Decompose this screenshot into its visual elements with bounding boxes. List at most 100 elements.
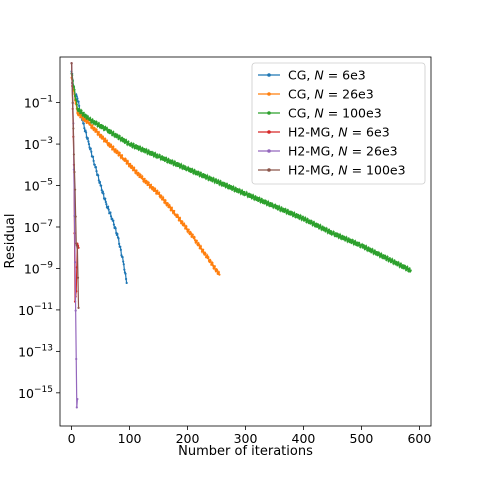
x-axis: 0 100 200 300 400 500 600 [68,426,431,446]
data-point [104,200,107,204]
legend-label: H2-MG, N = 6e3 [288,125,390,140]
data-point [284,208,287,211]
data-point [181,220,184,223]
series-line [71,71,128,284]
y-axis: 10−1 10−3 10−5 10−7 10−9 10−11 10−13 10−15 [18,95,60,401]
legend-item: H2-MG, N = 26e3 [258,144,398,159]
data-point [129,162,132,165]
data-point [221,181,224,184]
data-point [243,190,246,194]
data-point [116,151,120,154]
data-point [100,189,103,192]
data-point [73,170,76,174]
data-point [73,94,77,98]
data-point [326,231,329,234]
data-point [76,246,79,249]
data-point [118,242,121,245]
data-point [98,126,102,129]
data-point [394,263,397,266]
data-point [322,229,325,232]
data-point [72,85,76,88]
data-point [164,199,167,202]
legend-item: CG, N = 6e3 [258,68,366,83]
data-point [242,193,245,196]
data-point [214,178,218,181]
data-point [187,166,190,169]
data-point [145,180,149,183]
data-point [180,163,183,166]
data-point [230,185,233,188]
data-point [375,251,379,254]
data-point [166,202,169,205]
data-point [82,111,85,114]
data-point [168,161,171,164]
data-point [199,245,202,248]
data-point [174,213,178,216]
data-point [188,170,191,173]
data-point [122,157,125,160]
data-point [100,184,103,187]
data-point [162,198,165,201]
data-point [71,81,74,85]
data-point [377,251,380,254]
legend-box [251,62,426,185]
data-point [93,127,96,130]
data-point [147,181,150,184]
legend-label: H2-MG, N = 100e3 [288,163,406,178]
data-point [285,212,288,215]
data-point [199,171,202,174]
legend-label: CG, N = 6e3 [288,68,366,83]
data-point [372,252,375,255]
data-point [176,161,179,165]
data-point [111,217,114,220]
data-point [178,216,182,220]
data-point [107,208,110,211]
data-point [338,233,342,236]
legend-swatch-marker [267,130,271,134]
data-point [209,260,212,263]
data-point [181,167,184,170]
data-point [92,128,95,131]
data-point [116,134,120,138]
data-point [120,136,124,139]
data-point [107,131,110,134]
data-point [276,205,279,208]
legend-swatch-marker [267,73,271,77]
data-point [299,214,302,217]
data-point [240,189,244,192]
data-point [306,217,309,221]
legend-item: H2-MG, N = 100e3 [258,163,406,178]
data-point [91,118,94,121]
data-point [374,253,378,256]
data-point [143,177,146,180]
data-point [105,139,109,142]
data-point [76,276,80,279]
data-point [184,166,187,169]
data-point [107,144,110,147]
data-point [171,211,175,214]
data-point [233,189,236,193]
data-point [341,234,344,237]
data-point [154,189,157,192]
data-point [191,233,194,236]
y-tick-label: 10−5 [24,178,53,194]
data-point [202,173,205,176]
data-point [287,213,291,216]
data-point [194,241,197,244]
data-point [232,185,235,188]
data-point [81,114,84,117]
data-point [72,127,75,130]
data-point [406,265,409,268]
data-point [207,178,210,181]
data-point [83,120,87,123]
data-point [317,224,320,227]
data-point [182,222,186,225]
data-point [395,261,398,264]
data-point [174,164,178,167]
data-point [315,222,318,225]
data-point [234,186,237,189]
data-point [153,187,157,190]
data-point [124,138,128,142]
data-point [120,154,124,157]
data-point [149,150,153,154]
